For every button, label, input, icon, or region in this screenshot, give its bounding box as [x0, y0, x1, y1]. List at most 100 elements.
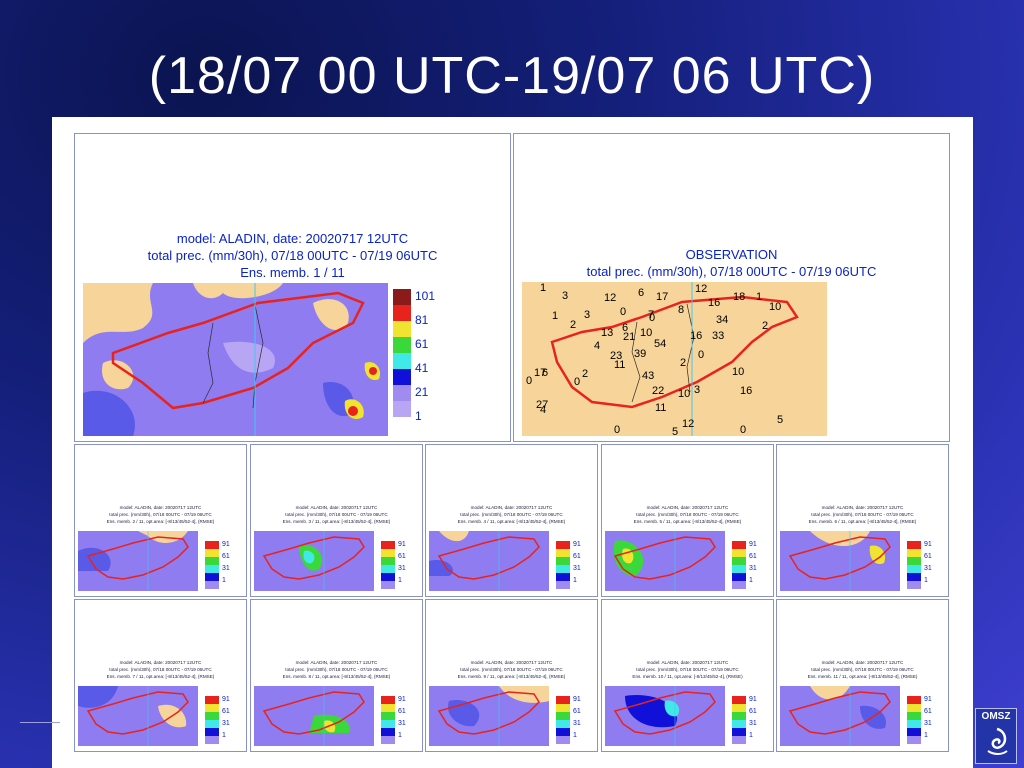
ensemble-member-panel: model: ALADIN, date: 20020717 12UTC total… [601, 444, 774, 597]
legend-swatch [381, 736, 395, 744]
station-value: 33 [712, 330, 725, 342]
station-value: 3 [562, 290, 569, 302]
station-value: 3 [694, 384, 701, 396]
member-caption-line1: model: ALADIN, date: 20020717 12UTC [119, 505, 202, 510]
station-value: 2 [762, 320, 769, 332]
legend-label: 31 [924, 565, 932, 572]
member-precip-map [429, 686, 549, 746]
station-value: 1 [552, 310, 559, 322]
station-value: 16 [708, 297, 721, 309]
member-caption-line1: model: ALADIN, date: 20020717 12UTC [470, 505, 553, 510]
legend-swatch [732, 736, 746, 744]
member-caption-line3: Ens. memb. 7 / 11, opt.area: [-8/13/45/5… [106, 674, 215, 679]
member-caption-line3: Ens. memb. 6 / 11, opt.area: [-8/13/45/5… [808, 519, 917, 524]
model-caption-line1: model: ALADIN, date: 20020717 12UTC [176, 231, 409, 246]
legend-swatch [732, 696, 746, 704]
legend-swatch [205, 696, 219, 704]
legend-swatch [393, 401, 411, 417]
precip-area [869, 545, 886, 565]
station-value: 0 [740, 424, 747, 436]
legend-swatch [556, 565, 570, 573]
legend-swatch [907, 712, 921, 720]
legend-swatch [381, 557, 395, 565]
legend-label: 91 [749, 541, 757, 548]
station-value: 0 [698, 349, 705, 361]
legend-label: 91 [222, 696, 230, 703]
legend-label: 61 [749, 553, 757, 560]
station-value: 43 [642, 370, 655, 382]
legend-swatch [393, 385, 411, 401]
legend-label: 1 [398, 577, 402, 584]
station-value: 11 [655, 402, 667, 414]
station-value: 12 [604, 292, 617, 304]
legend-swatch [393, 305, 411, 321]
model-caption-line2: total prec. (mm/30h), 07/18 00UTC - 07/1… [147, 248, 438, 263]
legend-swatch [732, 557, 746, 565]
legend-swatch [907, 573, 921, 581]
member-caption-line3: Ens. memb. 2 / 11, opt.area: [-8/13/45/5… [106, 519, 215, 524]
station-value: 0 [574, 376, 581, 388]
precip-area [625, 695, 677, 728]
legend-swatch [381, 541, 395, 549]
member-precip-map [254, 686, 374, 746]
country-border [788, 536, 891, 580]
station-value: 18 [733, 291, 746, 303]
slide-title: (18/07 00 UTC-19/07 06 UTC) [148, 47, 876, 105]
precip-area [664, 700, 680, 717]
country-border [262, 536, 365, 580]
legend-swatch [381, 712, 395, 720]
observation-panel: OBSERVATION total prec. (mm/30h), 07/18 … [513, 133, 950, 442]
station-value: 39 [634, 348, 647, 360]
station-value: 7 [648, 309, 655, 321]
member-caption-line3: Ens. memb. 9 / 11, opt.area: [-8/13/45/5… [457, 674, 566, 679]
legend-swatch [381, 728, 395, 736]
country-border [437, 536, 540, 580]
member-precip-map [780, 531, 900, 591]
member-caption-line2: total prec. (mm/30h), 07/18 00UTC - 07/1… [636, 512, 739, 517]
legend-label: 31 [573, 565, 581, 572]
station-value: 10 [769, 301, 782, 313]
member-caption-line2: total prec. (mm/30h), 07/18 00UTC - 07/1… [636, 667, 739, 672]
legend-swatch [381, 581, 395, 589]
member-caption-line1: model: ALADIN, date: 20020717 12UTC [295, 505, 378, 510]
logo-text: OMSZ [981, 711, 1011, 722]
legend-swatch [556, 549, 570, 557]
member-caption-line3: Ens. memb. 3 / 11, opt.area: [-8/13/45/5… [282, 519, 391, 524]
legend-label: 61 [222, 553, 230, 560]
legend-label: 61 [573, 708, 581, 715]
legend-swatch [556, 557, 570, 565]
legend-label: 31 [749, 720, 757, 727]
obs-caption-line2: total prec. (mm/30h), 07/18 00UTC - 07/1… [586, 264, 877, 279]
member-caption-line2: total prec. (mm/30h), 07/18 00UTC - 07/1… [109, 667, 212, 672]
legend-swatch [556, 541, 570, 549]
member-caption-line3: Ens. memb. 5 / 11, opt.area: [-8/13/45/5… [633, 519, 742, 524]
legend-swatch [205, 728, 219, 736]
station-value: 8 [678, 304, 685, 316]
legend-label: 61 [398, 708, 406, 715]
legend-swatch [393, 337, 411, 353]
legend-swatch [907, 541, 921, 549]
country-border [262, 691, 365, 735]
legend-label: 1 [573, 577, 577, 584]
member-caption-line2: total prec. (mm/30h), 07/18 00UTC - 07/1… [811, 667, 914, 672]
station-value: 10 [678, 388, 691, 400]
legend-label: 61 [924, 553, 932, 560]
legend-swatch [205, 541, 219, 549]
station-value: 16 [690, 330, 703, 342]
swirl-icon [987, 727, 1008, 755]
station-value: 0 [620, 306, 627, 318]
legend-swatch [907, 696, 921, 704]
member-caption-line1: model: ALADIN, date: 20020717 12UTC [821, 505, 904, 510]
legend-swatch [907, 581, 921, 589]
member-precip-map [780, 686, 900, 746]
legend-label: 31 [573, 720, 581, 727]
omsz-logo: OMSZ [975, 708, 1017, 764]
legend-swatch [393, 289, 411, 305]
member-caption-line2: total prec. (mm/30h), 07/18 00UTC - 07/1… [109, 512, 212, 517]
legend-label: 31 [749, 565, 757, 572]
legend-swatch [732, 581, 746, 589]
member-caption-line3: Ens. memb. 11 / 11, opt.area: [-8/13/45/… [807, 674, 918, 679]
legend-label: 81 [415, 313, 429, 327]
legend-swatch [907, 557, 921, 565]
legend-swatch [556, 573, 570, 581]
